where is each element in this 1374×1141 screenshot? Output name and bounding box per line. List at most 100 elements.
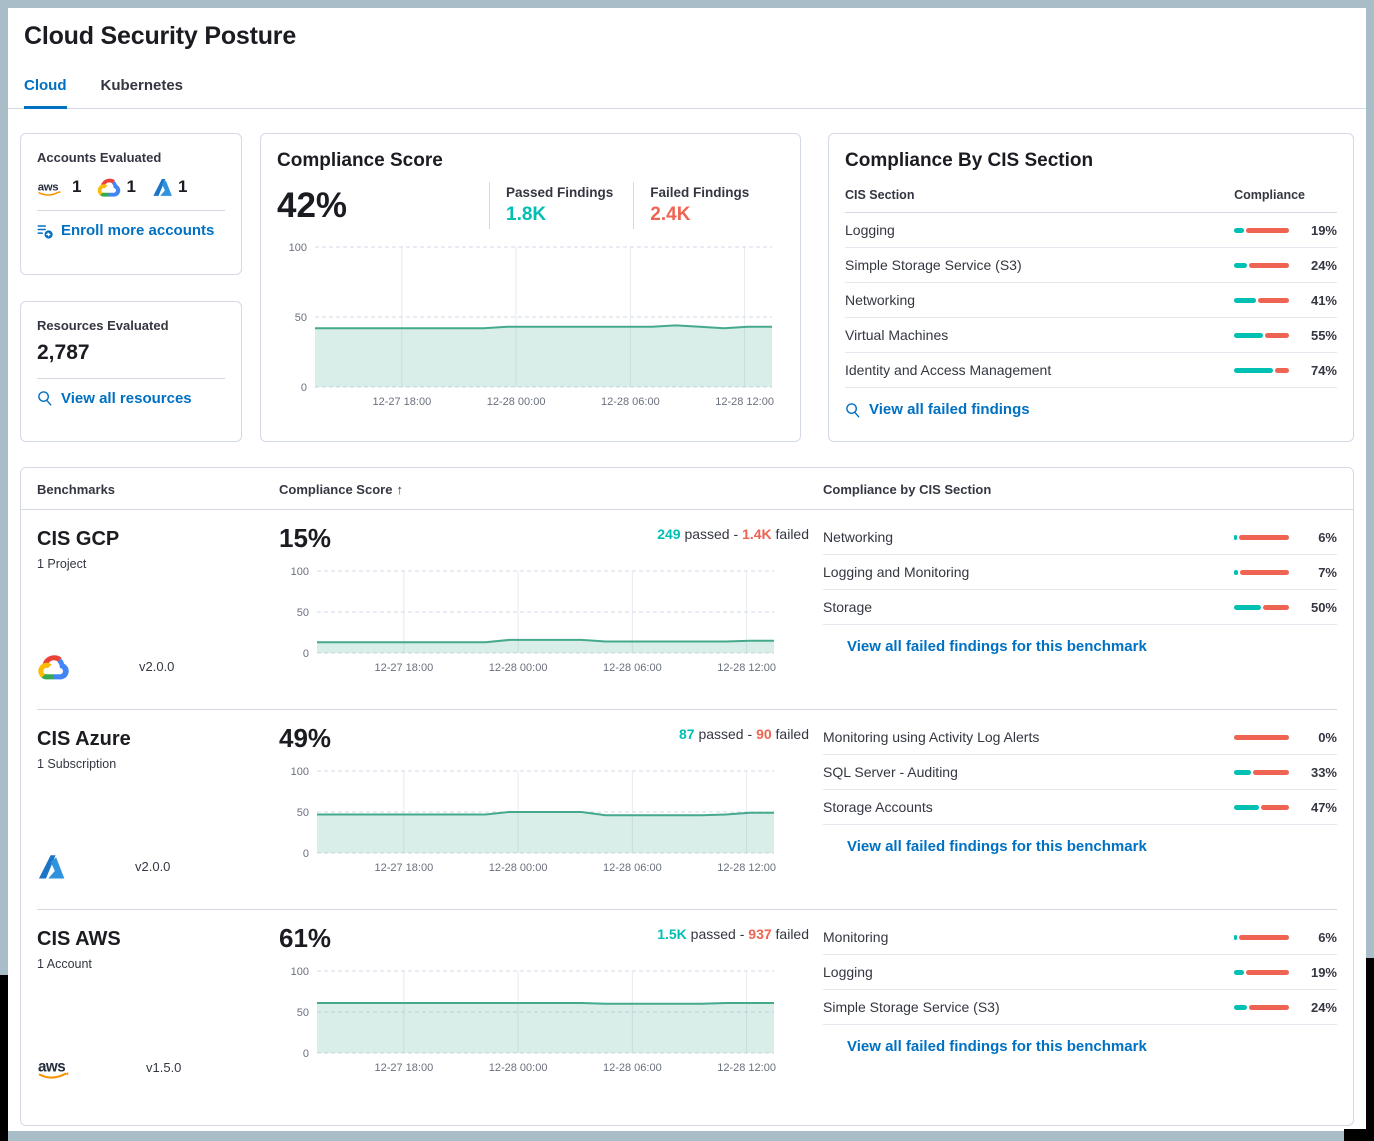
enroll-more-accounts-label: Enroll more accounts (61, 222, 215, 239)
benchmark-name: CIS Azure (37, 728, 131, 750)
svg-text:12-28 06:00: 12-28 06:00 (603, 662, 662, 674)
svg-text:50: 50 (297, 807, 309, 819)
passed-findings-stat: Passed Findings 1.8K (489, 182, 633, 229)
failed-findings-stat: Failed Findings 2.4K (633, 182, 769, 229)
bar-failed-segment (1240, 569, 1289, 575)
benchmark-trend-chart: 12-27 18:00 12-28 00:00 12-28 06:00 12-28 1… (291, 566, 776, 674)
card-divider (37, 210, 225, 211)
azure-logo-icon (152, 178, 173, 197)
compliance-bar (1234, 734, 1289, 740)
cis-section-name: Logging (823, 964, 873, 980)
benchmark-info-cell: CIS AWS 1 Account aws v1.5.0 (37, 910, 265, 1110)
cis-section-name: SQL Server - Auditing (823, 764, 958, 780)
compliance-cell: 74% (1234, 363, 1337, 378)
benchmark-version: v1.5.0 (146, 1060, 182, 1075)
view-failed-findings-benchmark-link[interactable]: View all failed findings for this benchm… (823, 1038, 1337, 1055)
benchmark-score-cell: 15% 249 passed - 1.4K failed 12-27 18:00… (279, 510, 809, 709)
resources-evaluated-title: Resources Evaluated (37, 317, 169, 333)
resources-evaluated-card: Resources Evaluated 2,787 View all resou… (20, 300, 242, 442)
bar-failed-segment (1246, 969, 1289, 975)
passed-count: 1.5K (657, 926, 687, 942)
cis-section-row: Virtual Machines 55% (845, 318, 1337, 353)
passed-count: 249 (657, 526, 681, 542)
page-header: Cloud Security Posture (8, 8, 1366, 51)
compliance-score-column-header[interactable]: Compliance Score ↑ (279, 482, 403, 497)
svg-text:0: 0 (303, 648, 309, 660)
compliance-bar (1234, 934, 1289, 940)
compliance-percent: 6% (1318, 929, 1337, 945)
provider-counts: aws 1 1 1 (37, 177, 225, 197)
svg-text:12-28 12:00: 12-28 12:00 (715, 396, 774, 408)
view-all-resources-link[interactable]: View all resources (37, 390, 225, 407)
benchmarks-column-header: Benchmarks (37, 482, 116, 497)
benchmark-logos: v2.0.0 (37, 648, 265, 685)
compliance-bar (1234, 769, 1289, 775)
benchmark-sections-cell: Monitoring 6% Logging 19% Simple Storage… (823, 910, 1337, 1110)
benchmark-rows: CIS GCP 1 Project v2.0.0 15% 249 passed … (21, 510, 1353, 1110)
cis-section-name: Monitoring using Activity Log Alerts (823, 729, 1040, 745)
bar-failed-segment (1246, 227, 1289, 233)
compliance-score-card: Compliance Score 42% Passed Findings 1.8… (260, 133, 801, 442)
tab-kubernetes[interactable]: Kubernetes (100, 77, 184, 94)
svg-text:100: 100 (291, 766, 309, 778)
bar-failed-segment (1253, 769, 1289, 775)
enroll-more-accounts-link[interactable]: Enroll more accounts (37, 222, 225, 239)
cis-section-name: Virtual Machines (845, 327, 949, 343)
svg-text:12-28 00:00: 12-28 00:00 (489, 1062, 548, 1074)
view-all-failed-findings-link[interactable]: View all failed findings (845, 401, 1337, 418)
bar-passed-segment (1234, 804, 1259, 810)
svg-text:12-28 06:00: 12-28 06:00 (603, 1062, 662, 1074)
compliance-cell: 24% (1234, 1000, 1337, 1015)
screen-background-left (0, 975, 8, 1141)
passed-count: 87 (678, 726, 695, 742)
svg-text:12-28 00:00: 12-28 00:00 (489, 662, 548, 674)
benchmark-sections-cell: Networking 6% Logging and Monitoring 7% … (823, 510, 1337, 709)
view-failed-findings-benchmark-link[interactable]: View all failed findings for this benchm… (823, 638, 1337, 655)
benchmark-row: CIS Azure 1 Subscription v2.0.0 49% 87 p… (37, 710, 1337, 910)
benchmarks-table-header: Benchmarks Compliance Score ↑ Compliance … (21, 468, 1353, 510)
benchmark-sections-cell: Monitoring using Activity Log Alerts 0% … (823, 710, 1337, 909)
benchmark-score-value: 61% (279, 923, 332, 953)
bar-passed-segment (1234, 769, 1251, 775)
bar-passed-segment (1234, 969, 1244, 975)
screen-background-right (1366, 958, 1374, 1141)
compliance-bar (1234, 569, 1289, 575)
compliance-bar (1234, 1004, 1289, 1010)
overall-score-value: 42% (277, 185, 348, 225)
tab-cloud[interactable]: Cloud (24, 77, 67, 109)
benchmark-version: v2.0.0 (139, 659, 175, 674)
view-failed-findings-benchmark-link[interactable]: View all failed findings for this benchm… (823, 838, 1337, 855)
benchmark-info-cell: CIS Azure 1 Subscription v2.0.0 (37, 710, 265, 909)
passed-failed-summary: 249 passed - 1.4K failed (657, 526, 809, 542)
score-stats: 42% Passed Findings 1.8K Failed Findings… (277, 182, 784, 229)
cis-section-name: Logging and Monitoring (823, 564, 970, 580)
passed-findings-value: 1.8K (506, 204, 547, 225)
compliance-cell: 6% (1234, 930, 1337, 945)
benchmark-score-value: 49% (279, 723, 332, 753)
compliance-cell: 0% (1234, 730, 1337, 745)
tabs: Cloud Kubernetes (8, 77, 1366, 109)
svg-text:12-28 12:00: 12-28 12:00 (717, 862, 776, 874)
svg-text:12-28 12:00: 12-28 12:00 (717, 1062, 776, 1074)
benchmark-score-row: 61% 1.5K passed - 937 failed (279, 924, 809, 953)
compliance-cell: 6% (1234, 530, 1337, 545)
svg-text:50: 50 (297, 1007, 309, 1019)
svg-text:50: 50 (295, 312, 307, 324)
compliance-column-header: Compliance (1234, 188, 1305, 202)
cis-section-row: Logging 19% (823, 955, 1337, 990)
compliance-percent: 19% (1310, 222, 1337, 238)
failed-count: 1.4K (742, 526, 772, 542)
svg-text:0: 0 (303, 1048, 309, 1060)
cis-section-rows: Logging 19% Simple Storage Service (S3) … (845, 213, 1337, 388)
compliance-by-cis-section-card: Compliance By CIS Section CIS Section Co… (828, 133, 1354, 442)
compliance-bar (1234, 969, 1289, 975)
bar-passed-segment (1234, 297, 1256, 303)
bar-passed-segment (1234, 367, 1273, 373)
cis-section-card-title: Compliance By CIS Section (845, 150, 1094, 171)
compliance-cell: 24% (1234, 258, 1337, 273)
bar-failed-segment (1239, 934, 1289, 940)
cis-section-column-header: CIS Section (845, 188, 915, 202)
benchmark-score-cell: 49% 87 passed - 90 failed 12-27 18:00 12-… (279, 710, 809, 909)
cis-section-row: Networking 41% (845, 283, 1337, 318)
